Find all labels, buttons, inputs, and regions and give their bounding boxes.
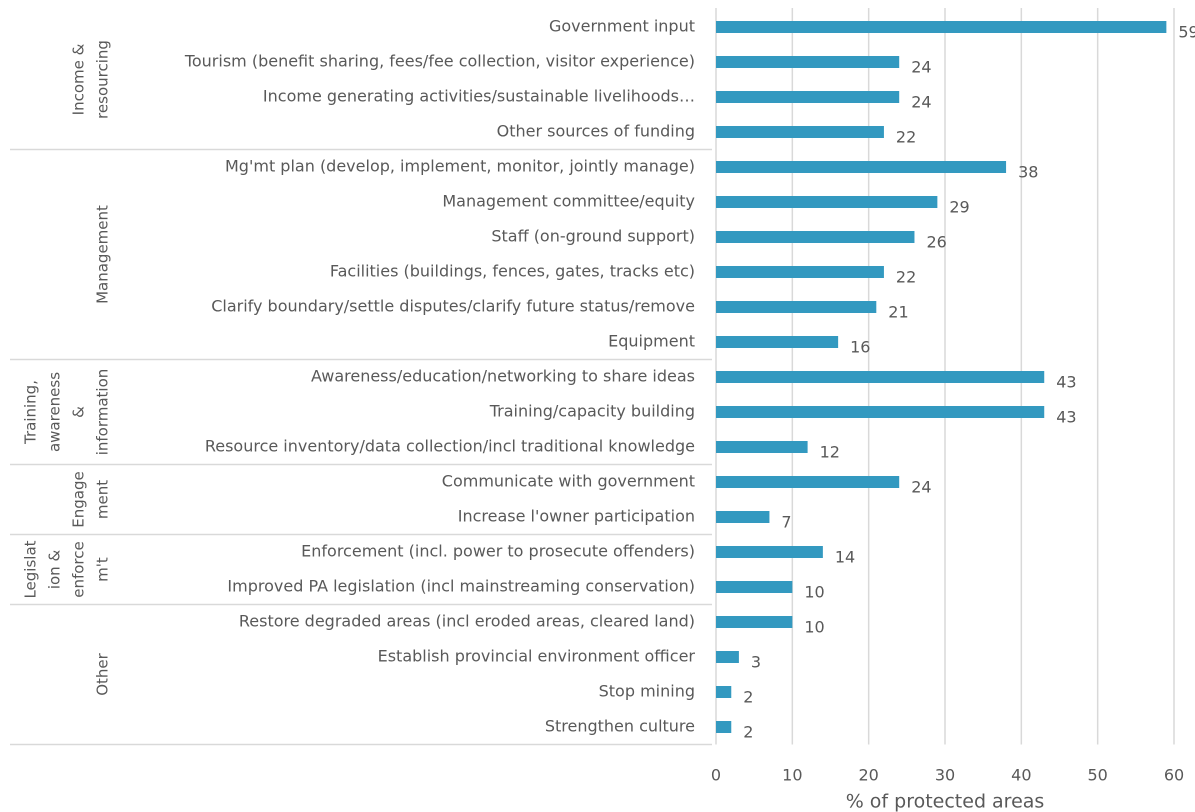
bar xyxy=(716,546,823,558)
bar xyxy=(716,336,839,348)
value-label: 2 xyxy=(743,723,753,742)
bar xyxy=(716,441,808,453)
x-tick-label: 50 xyxy=(1087,766,1107,785)
bar xyxy=(716,651,739,663)
group-label: Training, xyxy=(22,380,40,445)
bar xyxy=(716,266,884,278)
bar xyxy=(716,21,1167,33)
group-label: Legislat xyxy=(22,540,40,598)
value-label: 21 xyxy=(888,303,908,322)
bar xyxy=(716,161,1007,173)
category-label: Facilities (buildings, fences, gates, tr… xyxy=(330,262,695,281)
group-label: resourcing xyxy=(94,40,112,119)
bar xyxy=(716,581,793,593)
category-label: Clarify boundary/settle disputes/clarify… xyxy=(211,297,695,316)
category-label: Staff (on-ground support) xyxy=(491,227,695,246)
bar xyxy=(716,126,884,138)
value-label: 10 xyxy=(804,618,824,637)
x-tick-label: 30 xyxy=(935,766,955,785)
category-label: Communicate with government xyxy=(442,472,695,491)
value-label: 14 xyxy=(835,548,855,567)
bar xyxy=(716,511,770,523)
group-label: ment xyxy=(94,480,112,519)
category-label: Other sources of funding xyxy=(497,122,695,141)
value-label: 43 xyxy=(1056,408,1076,427)
category-label: Strengthen culture xyxy=(545,717,695,736)
value-label: 43 xyxy=(1056,373,1076,392)
category-label: Increase l'owner participation xyxy=(458,507,695,526)
value-label: 22 xyxy=(896,268,916,287)
x-tick-label: 10 xyxy=(782,766,802,785)
group-label: Income & xyxy=(70,43,88,115)
bar xyxy=(716,721,732,733)
x-tick-label: 60 xyxy=(1164,766,1184,785)
bar xyxy=(716,686,732,698)
value-label: 16 xyxy=(850,338,870,357)
group-label: information xyxy=(94,369,112,456)
category-label: Tourism (benefit sharing, fees/fee colle… xyxy=(184,52,695,71)
category-label: Mg'mt plan (develop, implement, monitor,… xyxy=(225,157,695,176)
x-tick-label: 40 xyxy=(1011,766,1031,785)
bar xyxy=(716,476,900,488)
category-label: Equipment xyxy=(608,332,695,351)
category-label: Enforcement (incl. power to prosecute of… xyxy=(301,542,695,561)
value-label: 12 xyxy=(820,443,840,462)
category-label: Income generating activities/sustainable… xyxy=(263,87,695,106)
bar xyxy=(716,616,793,628)
group-label: Management xyxy=(94,205,112,304)
value-label: 38 xyxy=(1018,163,1038,182)
x-tick-label: 20 xyxy=(858,766,878,785)
category-label: Restore degraded areas (incl eroded area… xyxy=(239,612,695,631)
category-label: Stop mining xyxy=(599,682,695,701)
value-label: 2 xyxy=(743,688,753,707)
bar xyxy=(716,56,900,68)
group-label: enforce xyxy=(70,541,88,598)
value-label: 10 xyxy=(804,583,824,602)
bar xyxy=(716,91,900,103)
value-label: 29 xyxy=(949,198,969,217)
value-label: 3 xyxy=(751,653,761,672)
group-label: ion & xyxy=(46,550,64,590)
group-label: awareness xyxy=(46,372,64,452)
value-label: 22 xyxy=(896,128,916,147)
group-label: m't xyxy=(94,557,112,582)
category-label: Training/capacity building xyxy=(489,402,695,421)
bar xyxy=(716,196,938,208)
group-label: Other xyxy=(94,652,112,695)
value-label: 7 xyxy=(781,513,791,532)
category-label: Government input xyxy=(549,17,695,36)
bar xyxy=(716,231,915,243)
value-label: 24 xyxy=(911,93,931,112)
category-label: Improved PA legislation (incl mainstream… xyxy=(227,577,695,596)
group-label: Engage xyxy=(70,471,88,527)
category-label: Management committee/equity xyxy=(442,192,695,211)
value-label: 26 xyxy=(926,233,946,252)
value-label: 24 xyxy=(911,58,931,77)
bar xyxy=(716,301,877,313)
category-label: Resource inventory/data collection/incl … xyxy=(205,437,695,456)
value-label: 59 xyxy=(1178,23,1195,42)
x-axis-label: % of protected areas xyxy=(846,791,1045,812)
value-label: 24 xyxy=(911,478,931,497)
x-tick-label: 0 xyxy=(711,766,721,785)
category-label: Awareness/education/networking to share … xyxy=(311,367,695,386)
bar xyxy=(716,371,1045,383)
group-label: & xyxy=(70,406,88,418)
bar xyxy=(716,406,1045,418)
category-label: Establish provincial environment officer xyxy=(378,647,696,666)
